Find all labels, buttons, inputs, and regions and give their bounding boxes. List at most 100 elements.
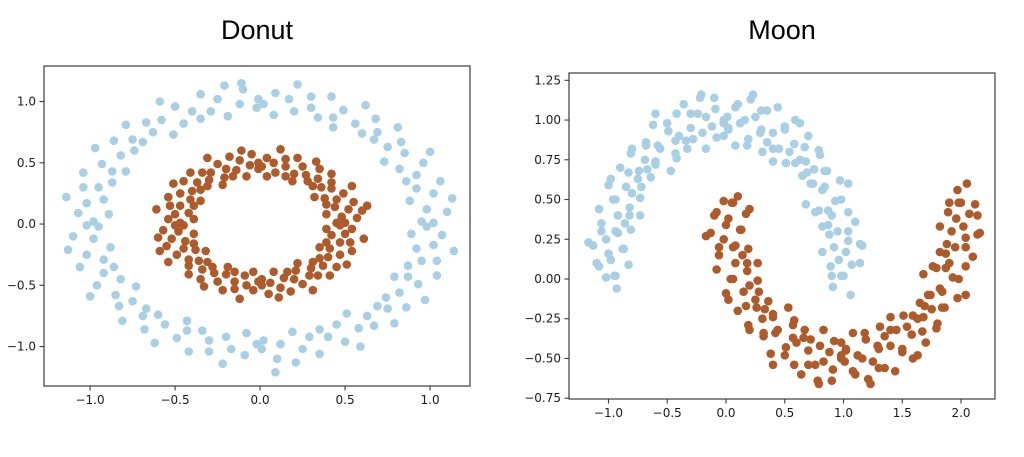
scatter-point [121, 167, 131, 176]
scatter-point [298, 162, 307, 171]
scatter-point [327, 184, 336, 193]
scatter-point [447, 194, 457, 203]
scatter-point [768, 309, 778, 319]
scatter-point [728, 242, 738, 252]
scatter-point [422, 222, 432, 231]
scatter-point [249, 285, 258, 295]
scatter-point [701, 231, 711, 241]
scatter-point [242, 172, 251, 181]
scatter-point [342, 260, 352, 269]
scatter-point [82, 221, 91, 230]
scatter-point [785, 147, 794, 157]
scatter-point [322, 209, 331, 219]
scatter-point [354, 323, 364, 333]
scatter-point [107, 178, 117, 187]
scatter-point [198, 326, 207, 335]
scatter-point [332, 320, 341, 329]
scatter-point [953, 293, 962, 303]
scatter-point [943, 207, 953, 217]
scatter-point [965, 209, 974, 219]
scatter-point [379, 157, 389, 166]
scatter-point [820, 166, 829, 176]
scatter-point [230, 267, 239, 277]
scatter-point [701, 112, 711, 122]
scatter-point [801, 157, 811, 166]
scatter-point [121, 120, 131, 130]
scatter-point [107, 167, 117, 176]
scatter-point [155, 97, 165, 106]
scatter-point [138, 137, 148, 147]
scatter-point [284, 94, 294, 104]
scatter-point [766, 349, 775, 359]
scatter-point [111, 290, 120, 300]
scatter-point [218, 359, 227, 369]
scatter-point [800, 142, 809, 152]
scatter-point [192, 178, 202, 187]
scatter-point [711, 104, 720, 114]
moon-plot-title: Moon [748, 15, 816, 45]
scatter-point [242, 328, 251, 338]
scatter-point [340, 337, 350, 347]
scatter-point [141, 118, 151, 127]
scatter-point [320, 194, 330, 203]
scatter-point [179, 176, 188, 186]
scatter-point [369, 321, 379, 331]
scatter-point [771, 328, 780, 338]
scatter-point [429, 189, 438, 198]
scatter-point [293, 80, 302, 89]
scatter-point [890, 366, 900, 376]
scatter-point [347, 181, 357, 191]
scatter-point [196, 196, 205, 206]
scatter-point [635, 193, 645, 203]
scatter-point [855, 258, 865, 268]
scatter-point [874, 363, 884, 373]
scatter-point [637, 182, 646, 192]
scatter-point [373, 301, 382, 311]
scatter-point [757, 125, 766, 134]
scatter-point [781, 158, 791, 168]
scatter-point [828, 282, 838, 292]
scatter-point [875, 322, 885, 332]
scatter-point [204, 347, 214, 356]
scatter-point [584, 238, 593, 247]
scatter-point [651, 109, 660, 118]
scatter-point [390, 319, 399, 328]
scatter-point [697, 90, 706, 99]
scatter-point [89, 234, 98, 243]
y-tick-label: 0.75 [534, 153, 561, 167]
scatter-point [332, 195, 341, 204]
scatter-point [109, 136, 119, 145]
scatter-point [181, 236, 190, 246]
scatter-point [373, 127, 382, 137]
scatter-point [733, 192, 743, 201]
scatter-point [820, 182, 829, 192]
scatter-point [674, 131, 684, 141]
scatter-point [737, 225, 746, 234]
scatter-point [257, 281, 267, 290]
scatter-point [99, 255, 108, 264]
scatter-point [152, 205, 161, 214]
scatter-point [240, 271, 250, 280]
scatter-point [356, 342, 365, 351]
scatter-point [118, 316, 127, 326]
scatter-point [235, 294, 244, 304]
scatter-point [848, 328, 858, 338]
scatter-point [698, 128, 707, 138]
scatter-point [710, 93, 719, 103]
scatter-point [892, 325, 901, 335]
scatter-point [330, 202, 340, 212]
scatter-point [799, 333, 808, 343]
scatter-point [148, 127, 158, 137]
scatter-point [362, 201, 372, 210]
scatter-point [310, 192, 319, 202]
scatter-point [191, 245, 200, 255]
scatter-point [328, 123, 338, 132]
scatter-point [352, 213, 362, 223]
scatter-point [196, 274, 205, 284]
scatter-point [402, 176, 411, 186]
scatter-point [825, 230, 834, 239]
scatter-point [798, 171, 807, 180]
scatter-point [843, 207, 853, 217]
scatter-point [437, 230, 447, 240]
scatter-point [203, 153, 212, 163]
